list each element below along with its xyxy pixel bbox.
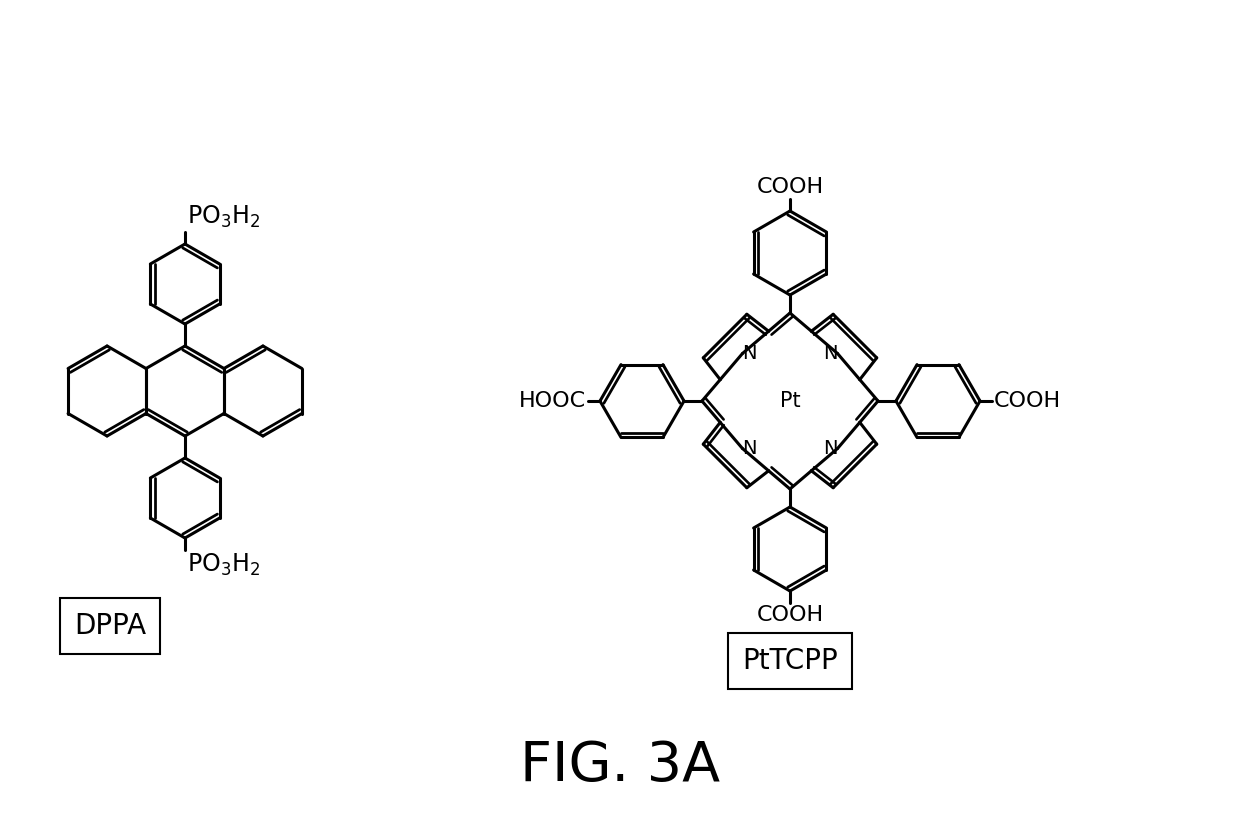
- Text: $\mathregular{PO_3H_2}$: $\mathregular{PO_3H_2}$: [187, 204, 260, 230]
- Text: COOH: COOH: [757, 177, 824, 197]
- Text: COOH: COOH: [994, 391, 1061, 411]
- Text: PtTCPP: PtTCPP: [742, 647, 838, 675]
- Text: HOOC: HOOC: [519, 391, 586, 411]
- Text: FIG. 3A: FIG. 3A: [520, 739, 720, 793]
- Text: N: N: [742, 344, 757, 363]
- Text: N: N: [742, 439, 757, 458]
- Text: N: N: [823, 344, 838, 363]
- Text: Pt: Pt: [779, 391, 800, 411]
- Text: $\mathregular{PO_3H_2}$: $\mathregular{PO_3H_2}$: [187, 552, 260, 578]
- Text: DPPA: DPPA: [74, 612, 146, 640]
- Text: N: N: [823, 439, 838, 458]
- Text: COOH: COOH: [757, 605, 824, 625]
